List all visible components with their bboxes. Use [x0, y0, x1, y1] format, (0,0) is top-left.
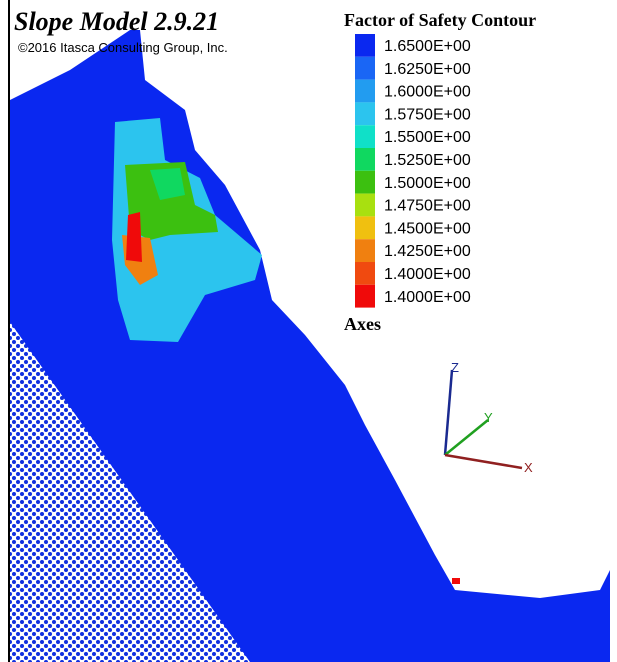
legend: 1.6500E+00 1.6250E+00 1.6000E+00 1.5750E+00… [355, 34, 471, 308]
legend-swatch [355, 239, 375, 262]
left-border [8, 0, 10, 662]
axes-triad: Z Y X [445, 360, 533, 475]
legend-swatch [355, 80, 375, 103]
legend-label: 1.4000E+00 [384, 266, 471, 283]
model-view: Slope Model 2.9.21 ©2016 Itasca Consulti… [0, 0, 617, 662]
legend-label: 1.4500E+00 [384, 220, 471, 237]
legend-label: 1.6500E+00 [384, 38, 471, 55]
red-spot [452, 578, 460, 584]
x-axis [445, 455, 522, 468]
legend-swatch [355, 216, 375, 239]
legend-swatch [355, 34, 375, 57]
contour-red [126, 212, 142, 262]
legend-label: 1.4000E+00 [384, 289, 471, 306]
legend-title: Factor of Safety Contour [344, 10, 536, 30]
legend-swatch [355, 262, 375, 285]
legend-label: 1.6250E+00 [384, 61, 471, 78]
x-label: X [524, 460, 533, 475]
legend-label: 1.4250E+00 [384, 243, 471, 260]
z-axis [445, 370, 452, 455]
legend-label: 1.6000E+00 [384, 84, 471, 101]
legend-label: 1.5000E+00 [384, 175, 471, 192]
legend-swatch [355, 125, 375, 148]
y-axis [445, 420, 488, 455]
copyright: ©2016 Itasca Consulting Group, Inc. [18, 40, 228, 55]
legend-label: 1.4750E+00 [384, 198, 471, 215]
legend-label: 1.5750E+00 [384, 106, 471, 123]
axes-title: Axes [344, 314, 381, 334]
legend-label: 1.5250E+00 [384, 152, 471, 169]
legend-swatch [355, 285, 375, 308]
legend-swatch [355, 102, 375, 125]
legend-label: 1.5500E+00 [384, 129, 471, 146]
title: Slope Model 2.9.21 [14, 7, 219, 36]
y-label: Y [484, 410, 493, 425]
page: {"header": {"title": "Slope Model 2.9.21… [0, 0, 617, 662]
legend-swatch [355, 194, 375, 217]
z-label: Z [451, 360, 459, 375]
legend-swatch [355, 57, 375, 80]
legend-swatch [355, 148, 375, 171]
legend-swatch [355, 171, 375, 194]
